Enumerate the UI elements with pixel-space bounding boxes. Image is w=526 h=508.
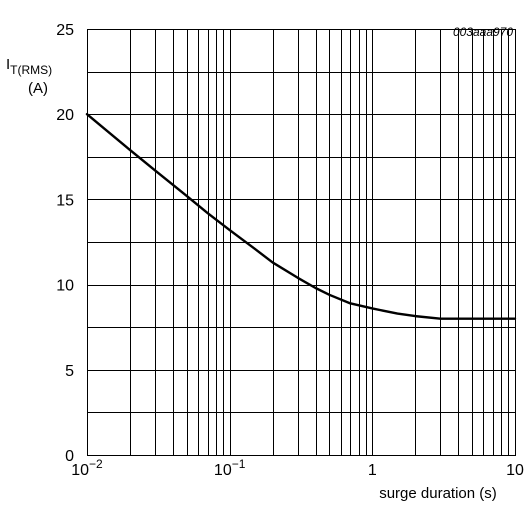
y-tick-label: 5 bbox=[65, 363, 74, 380]
x-tick-label: 10−1 bbox=[214, 457, 246, 479]
grid bbox=[87, 29, 515, 455]
plot-frame bbox=[86, 28, 517, 457]
x-tick-labels: 10−2 10−1 1 10 bbox=[71, 457, 524, 479]
x-tick-label: 1 bbox=[368, 462, 377, 479]
x-axis-label: surge duration (s) bbox=[379, 485, 497, 502]
y-tick-label: 25 bbox=[56, 22, 74, 39]
y-tick-label: 15 bbox=[56, 192, 74, 209]
y-tick-label: 0 bbox=[65, 448, 74, 465]
figure-reference-code: 003aaa970 bbox=[453, 25, 513, 39]
y-tick-labels: 0 5 10 15 20 25 bbox=[56, 22, 74, 465]
x-tick-label: 10−2 bbox=[71, 457, 103, 479]
y-axis-label-symbol: I bbox=[6, 56, 10, 73]
y-tick-label: 10 bbox=[56, 278, 74, 295]
y-axis-label: IT(RMS) bbox=[6, 56, 52, 77]
x-tick-label: 10 bbox=[506, 462, 524, 479]
y-tick-label: 20 bbox=[56, 107, 74, 124]
series-line bbox=[85, 113, 517, 320]
y-axis-unit: (A) bbox=[28, 80, 48, 97]
y-axis-label-subscript: T(RMS) bbox=[10, 63, 52, 77]
